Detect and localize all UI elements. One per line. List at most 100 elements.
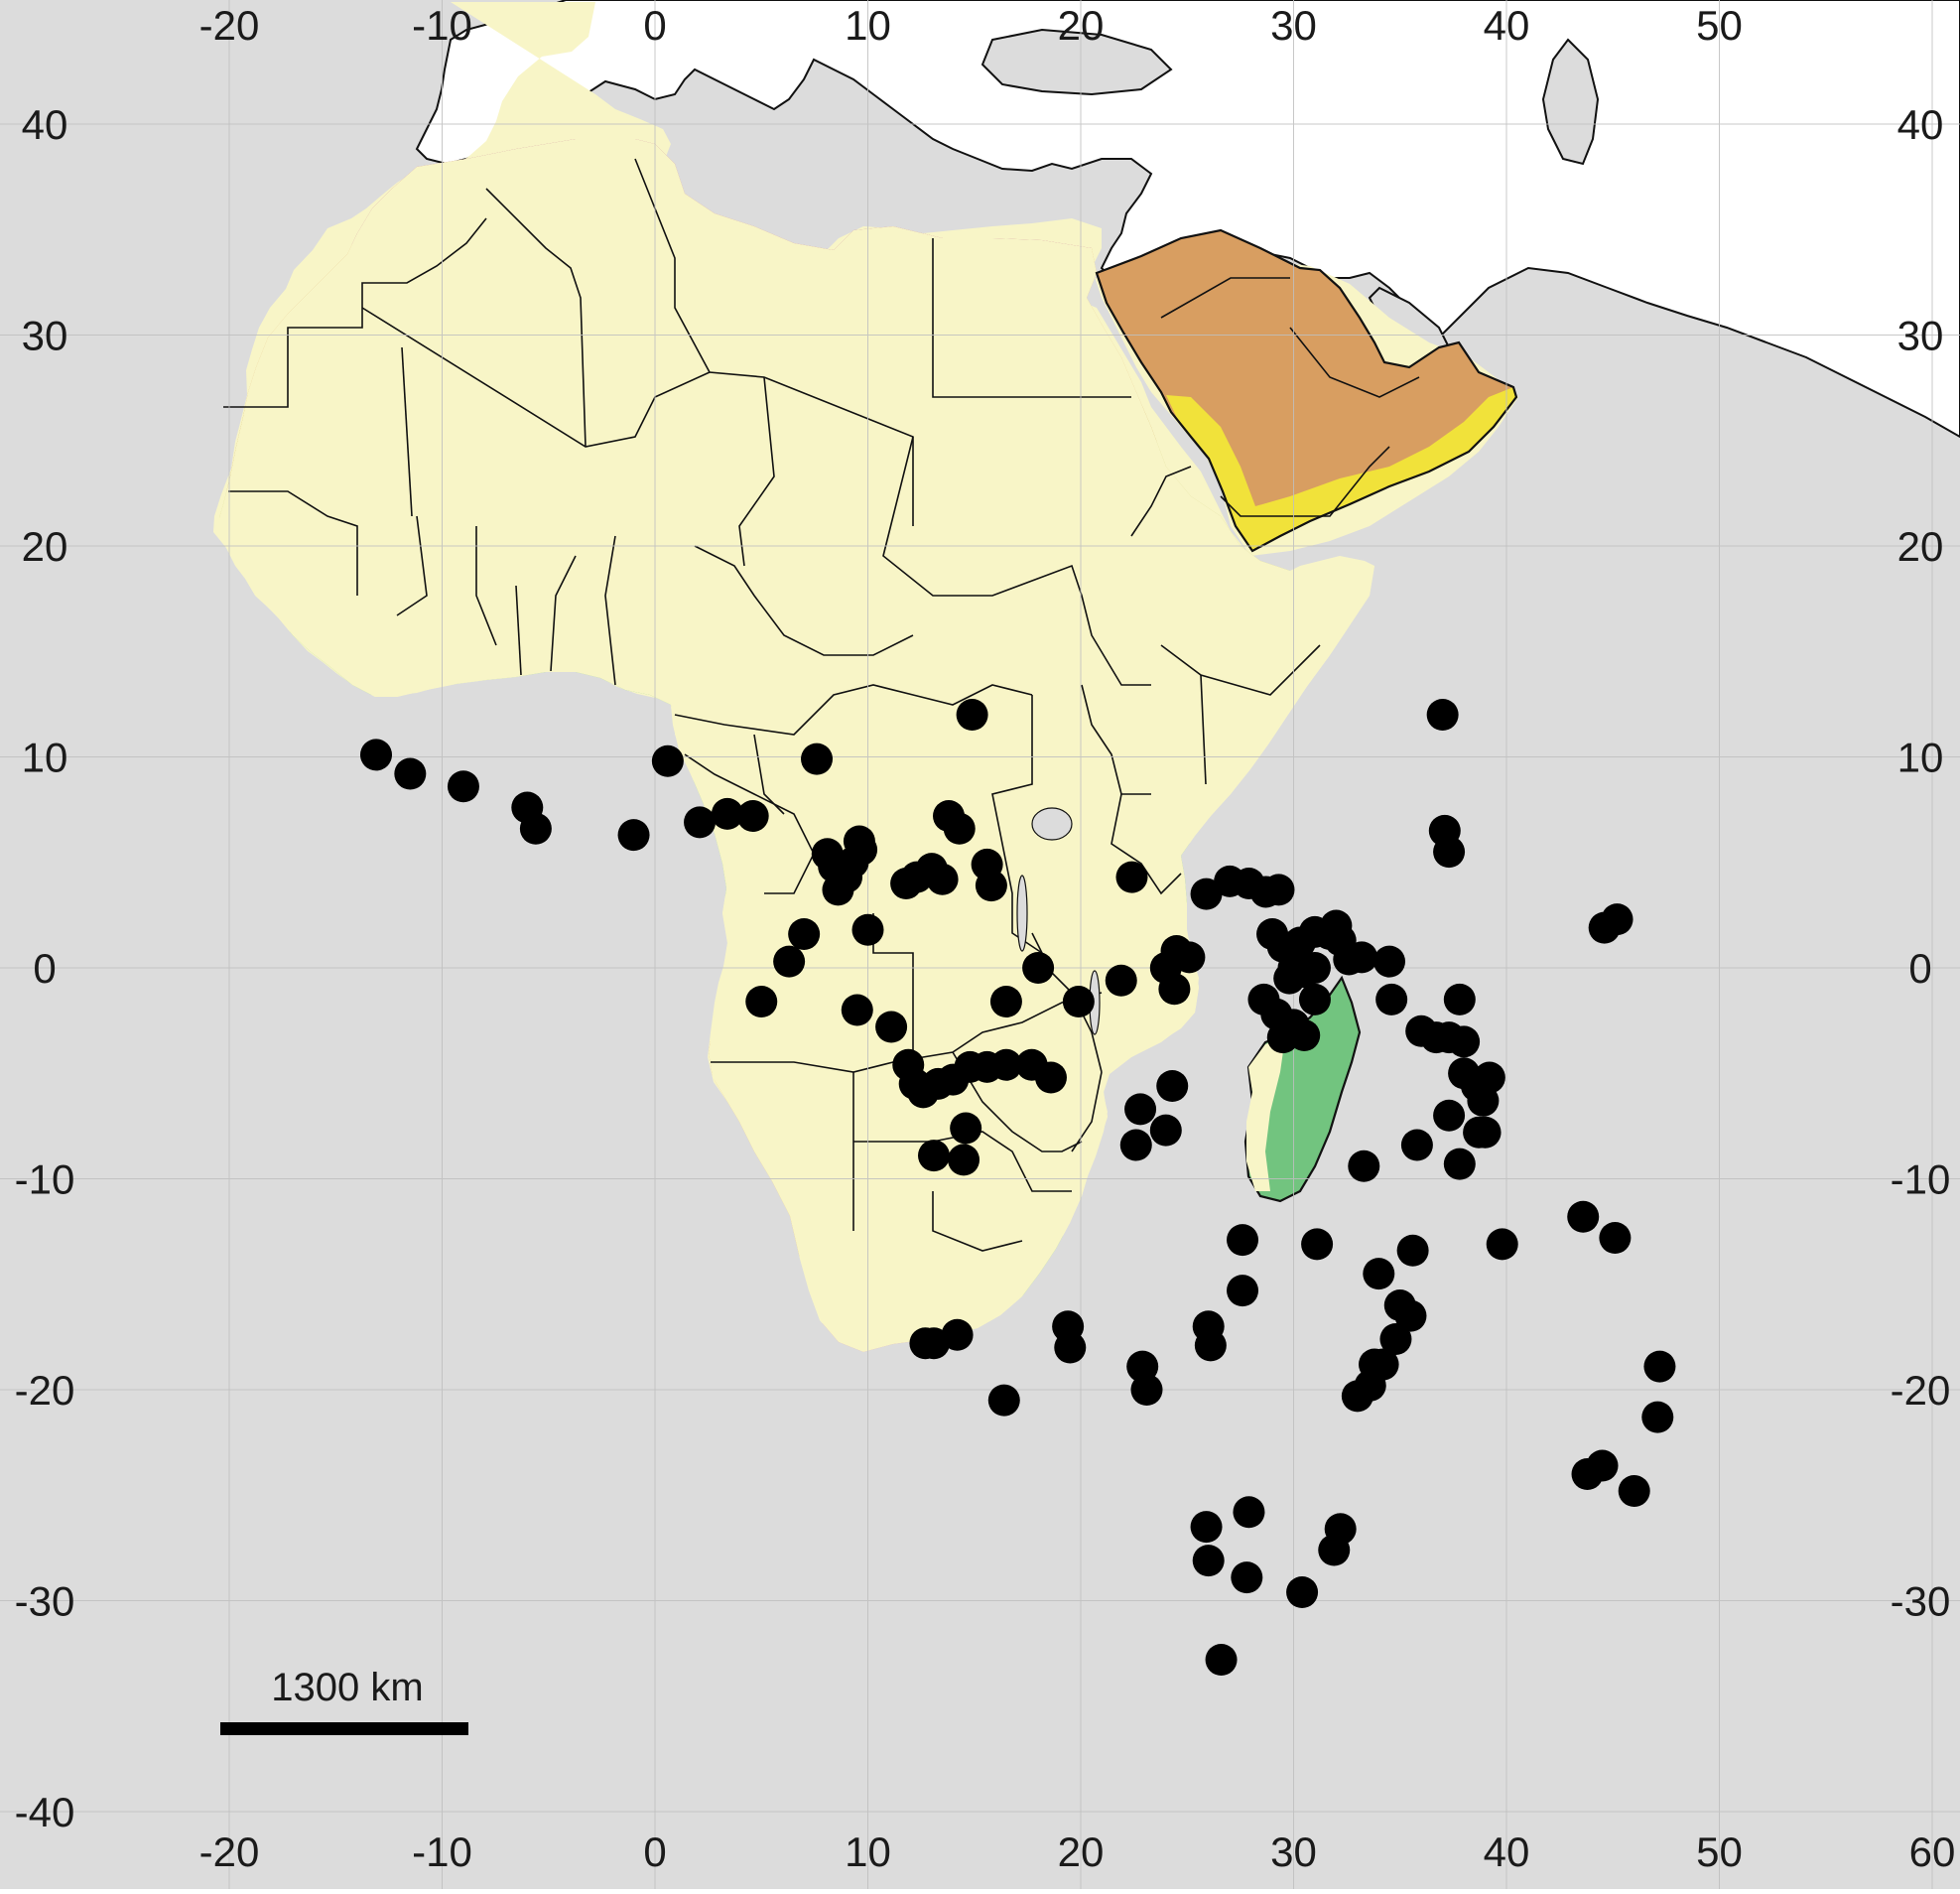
occurrence-point xyxy=(1373,945,1406,978)
occurrence-point xyxy=(948,1144,980,1176)
x-tick-label-top: 40 xyxy=(1484,2,1530,49)
occurrence-point xyxy=(1054,1331,1087,1364)
occurrence-point xyxy=(1375,983,1408,1015)
occurrence-point xyxy=(1022,952,1055,984)
x-tick-label-top: 0 xyxy=(643,2,666,49)
x-tick-label-bottom: 50 xyxy=(1696,1828,1743,1875)
occurrence-point xyxy=(1262,874,1295,906)
occurrence-point xyxy=(1156,1070,1189,1102)
madagascar xyxy=(1243,975,1362,1203)
occurrence-point xyxy=(1599,1222,1632,1254)
occurrence-point xyxy=(1194,1329,1227,1362)
occurrence-point xyxy=(987,1384,1020,1417)
occurrence-point xyxy=(1426,699,1459,731)
occurrence-point xyxy=(956,699,988,731)
occurrence-point xyxy=(1233,1496,1265,1529)
occurrence-point xyxy=(917,1140,950,1172)
occurrence-point xyxy=(841,994,873,1026)
occurrence-point xyxy=(1394,1299,1427,1332)
occurrence-point xyxy=(360,739,393,771)
occurrence-point xyxy=(617,819,650,852)
occurrence-point xyxy=(1149,1114,1182,1147)
lakes xyxy=(1016,807,1101,1035)
x-tick-label-top: 50 xyxy=(1696,2,1743,49)
occurrence-point xyxy=(851,913,884,946)
y-tick-label-right: 10 xyxy=(1897,735,1944,781)
occurrence-point xyxy=(1173,941,1206,974)
occurrence-point xyxy=(651,744,684,777)
y-tick-label-left: -10 xyxy=(15,1156,75,1203)
occurrence-point xyxy=(1266,1021,1299,1054)
scale-bar-label: 1300 km xyxy=(271,1666,423,1709)
occurrence-point xyxy=(1298,952,1331,984)
occurrence-point xyxy=(1586,1449,1619,1482)
occurrence-point xyxy=(1190,1511,1223,1544)
occurrence-point xyxy=(909,1327,942,1360)
arabian-coast-zone xyxy=(1166,387,1516,551)
occurrence-point xyxy=(1443,983,1476,1015)
y-tick-label-right: 30 xyxy=(1897,313,1944,359)
occurrence-point xyxy=(1298,983,1331,1015)
occurrence-point xyxy=(745,986,778,1017)
occurrence-point xyxy=(394,757,427,790)
x-tick-label-top: -20 xyxy=(199,2,260,49)
occurrence-point xyxy=(1433,836,1466,869)
occurrence-point xyxy=(1348,1150,1380,1182)
occurrence-point xyxy=(519,812,552,845)
y-tick-label-right: 20 xyxy=(1897,523,1944,570)
occurrence-point xyxy=(1034,1061,1067,1094)
occurrence-point xyxy=(1433,1099,1466,1132)
occurrence-point xyxy=(1227,1224,1259,1257)
black-sea xyxy=(980,28,1173,96)
occurrence-point xyxy=(875,1011,908,1043)
occurrence-point xyxy=(1396,1234,1429,1267)
y-tick-label-left: -30 xyxy=(15,1578,75,1625)
scale-bar: 1300 km xyxy=(220,1666,468,1735)
occurrence-point xyxy=(1469,1116,1502,1149)
occurrence-point xyxy=(1618,1475,1650,1507)
occurrence-point xyxy=(1192,1545,1225,1577)
occurrence-point xyxy=(788,918,821,950)
occurrence-point xyxy=(1443,1148,1476,1180)
x-tick-label-top: 10 xyxy=(845,2,891,49)
occurrence-point xyxy=(1400,1129,1433,1161)
x-tick-label-bottom: 40 xyxy=(1484,1828,1530,1875)
occurrence-point xyxy=(1486,1228,1518,1261)
x-tick-label-top: -10 xyxy=(412,2,472,49)
occurrence-point xyxy=(950,1112,982,1145)
x-tick-label-bottom: 20 xyxy=(1058,1828,1105,1875)
occurrence-point xyxy=(1467,1084,1500,1117)
occurrence-point xyxy=(1641,1401,1674,1433)
occurrence-point xyxy=(975,870,1007,902)
occurrence-point xyxy=(1363,1258,1395,1290)
x-tick-label-bottom: -10 xyxy=(412,1828,472,1875)
occurrence-point xyxy=(1301,1228,1334,1261)
occurrence-point xyxy=(843,825,875,858)
axis-labels: -20 -10 0 10 20 30 40 50 60 -20 -10 0 10 20 30 40 50 -40 -… xyxy=(15,2,1956,1875)
y-tick-label-left: 10 xyxy=(22,735,68,781)
occurrence-point xyxy=(1130,1374,1163,1406)
y-tick-label-left: 40 xyxy=(22,101,68,148)
occurrence-point xyxy=(1227,1275,1259,1307)
x-tick-label-bottom: -20 xyxy=(199,1828,260,1875)
occurrence-point xyxy=(1643,1350,1676,1383)
occurrence-point xyxy=(926,863,959,895)
madagascar-west-savanna xyxy=(1246,1037,1285,1191)
y-tick-label-right: -20 xyxy=(1891,1367,1951,1414)
occurrence-point xyxy=(1190,878,1223,910)
occurrence-point xyxy=(684,806,717,839)
y-tick-label-left: -40 xyxy=(15,1789,75,1835)
y-tick-label-right: 40 xyxy=(1897,101,1944,148)
x-tick-label-bottom: 0 xyxy=(643,1828,666,1875)
occurrence-point xyxy=(1231,1561,1263,1594)
lake-tanganyika xyxy=(1016,875,1028,952)
occurrence-point xyxy=(1448,1025,1481,1058)
y-tick-label-right: -10 xyxy=(1891,1156,1951,1203)
occurrence-point xyxy=(1105,964,1137,997)
occurrence-point xyxy=(1286,1576,1319,1608)
occurrence-point xyxy=(1318,1534,1351,1566)
occurrence-point xyxy=(1341,1380,1373,1413)
occurrence-point xyxy=(941,1318,974,1351)
y-tick-label-right: 0 xyxy=(1908,945,1931,992)
